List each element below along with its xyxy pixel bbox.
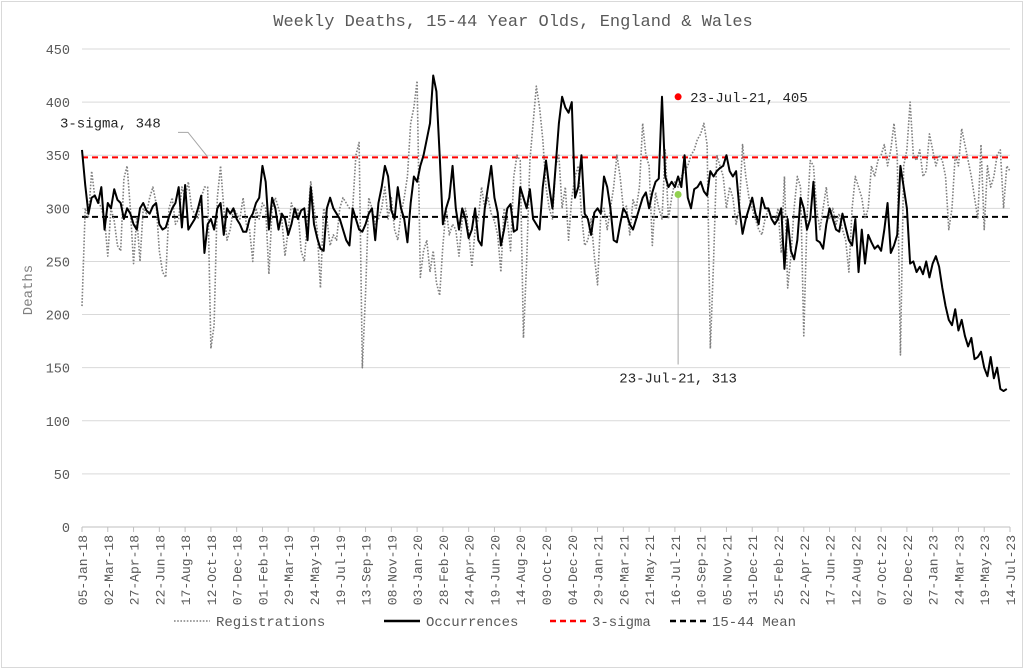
- y-axis-ticks: 0 50 100 150 200 250 300 350 400 450: [46, 44, 70, 537]
- x-tick-label: 02-Dec-22: [901, 535, 916, 605]
- legend: Registrations Occurrences 3-sigma 15-44 Mea…: [174, 615, 796, 631]
- reference-line-label: 3-sigma, 348: [60, 116, 161, 132]
- y-axis-label: Deaths: [21, 265, 37, 315]
- x-tick-label: 17-Aug-18: [179, 535, 194, 605]
- x-tick-label: 24-Mar-23: [952, 535, 967, 605]
- series-lines: [81, 74, 1011, 393]
- x-tick-label: 19-Jun-20: [488, 535, 503, 605]
- x-tick-label: 22-Apr-22: [798, 535, 813, 605]
- y-tick-label: 250: [46, 256, 70, 271]
- x-tick-label: 29-Mar-19: [282, 535, 297, 605]
- x-tick-label: 01-Feb-19: [256, 535, 271, 605]
- x-tick-label: 10-Sep-21: [695, 535, 710, 605]
- y-tick-label: 50: [54, 469, 70, 484]
- x-tick-label: 14-Jul-23: [1004, 535, 1019, 605]
- x-tick-label: 12-Oct-18: [205, 535, 220, 605]
- y-tick-label: 350: [46, 150, 70, 165]
- annotation-label-registrations: 23-Jul-21, 313: [619, 372, 737, 388]
- reference-label-leader: [178, 131, 209, 158]
- x-tick-label: 29-Jan-21: [592, 535, 607, 605]
- annotation-label-occurrences: 23-Jul-21, 405: [690, 91, 808, 107]
- x-tick-label: 26-Mar-21: [617, 535, 632, 605]
- annotation-marker-registrations: [674, 191, 682, 199]
- y-tick-label: 450: [46, 44, 70, 59]
- legend-label: 15-44 Mean: [712, 615, 796, 631]
- y-tick-label: 200: [46, 310, 70, 325]
- x-tick-label: 07-Oct-22: [875, 535, 890, 605]
- y-tick-label: 150: [46, 363, 70, 378]
- series-line-occurrences: [81, 74, 1008, 393]
- x-tick-label: 24-May-19: [308, 535, 323, 605]
- series-line-registrations: [81, 80, 1011, 369]
- y-tick-label: 400: [46, 97, 70, 112]
- x-tick-label: 03-Jan-20: [411, 535, 426, 605]
- x-tick-label: 24-Apr-20: [463, 535, 478, 605]
- x-tick-label: 22-Jun-18: [153, 535, 168, 605]
- legend-label: 3-sigma: [592, 615, 651, 631]
- x-tick-label: 09-Oct-20: [540, 535, 555, 605]
- x-tick-label: 19-May-23: [978, 535, 993, 605]
- x-tick-label: 02-Mar-18: [102, 535, 117, 605]
- y-tick-label: 0: [62, 522, 70, 537]
- x-tick-label: 12-Aug-22: [849, 535, 864, 605]
- x-tick-label: 08-Nov-19: [385, 535, 400, 605]
- x-tick-label: 13-Sep-19: [360, 535, 375, 605]
- x-tick-label: 17-Jun-22: [824, 535, 839, 605]
- legend-label: Registrations: [216, 615, 325, 631]
- y-tick-label: 100: [46, 416, 70, 431]
- x-tick-label: 27-Apr-18: [128, 535, 143, 605]
- gridlines: [82, 48, 1010, 528]
- x-tick-label: 31-Dec-21: [746, 535, 761, 605]
- x-tick-label: 27-Jan-23: [927, 535, 942, 605]
- x-tick-label: 05-Jan-18: [76, 535, 91, 605]
- x-tick-label: 05-Nov-21: [720, 535, 735, 605]
- x-tick-label: 28-Feb-20: [437, 535, 452, 605]
- annotations: 23-Jul-21, 405 23-Jul-21, 313: [619, 91, 807, 388]
- legend-label: Occurrences: [426, 615, 518, 631]
- x-tick-label: 25-Feb-22: [772, 535, 787, 605]
- x-axis-ticks: 05-Jan-18 02-Mar-18 27-Apr-18 22-Jun-18 17-A…: [76, 527, 1019, 605]
- y-tick-label: 300: [46, 203, 70, 218]
- x-tick-label: 16-Jul-21: [669, 535, 684, 605]
- x-tick-label: 07-Dec-18: [231, 535, 246, 605]
- chart-title: Weekly Deaths, 15-44 Year Olds, England …: [273, 13, 752, 32]
- x-tick-label: 14-Aug-20: [514, 535, 529, 605]
- x-tick-label: 04-Dec-20: [566, 535, 581, 605]
- x-tick-label: 21-May-21: [643, 535, 658, 605]
- annotation-marker-peak: [674, 93, 682, 101]
- x-tick-label: 19-Jul-19: [334, 535, 349, 605]
